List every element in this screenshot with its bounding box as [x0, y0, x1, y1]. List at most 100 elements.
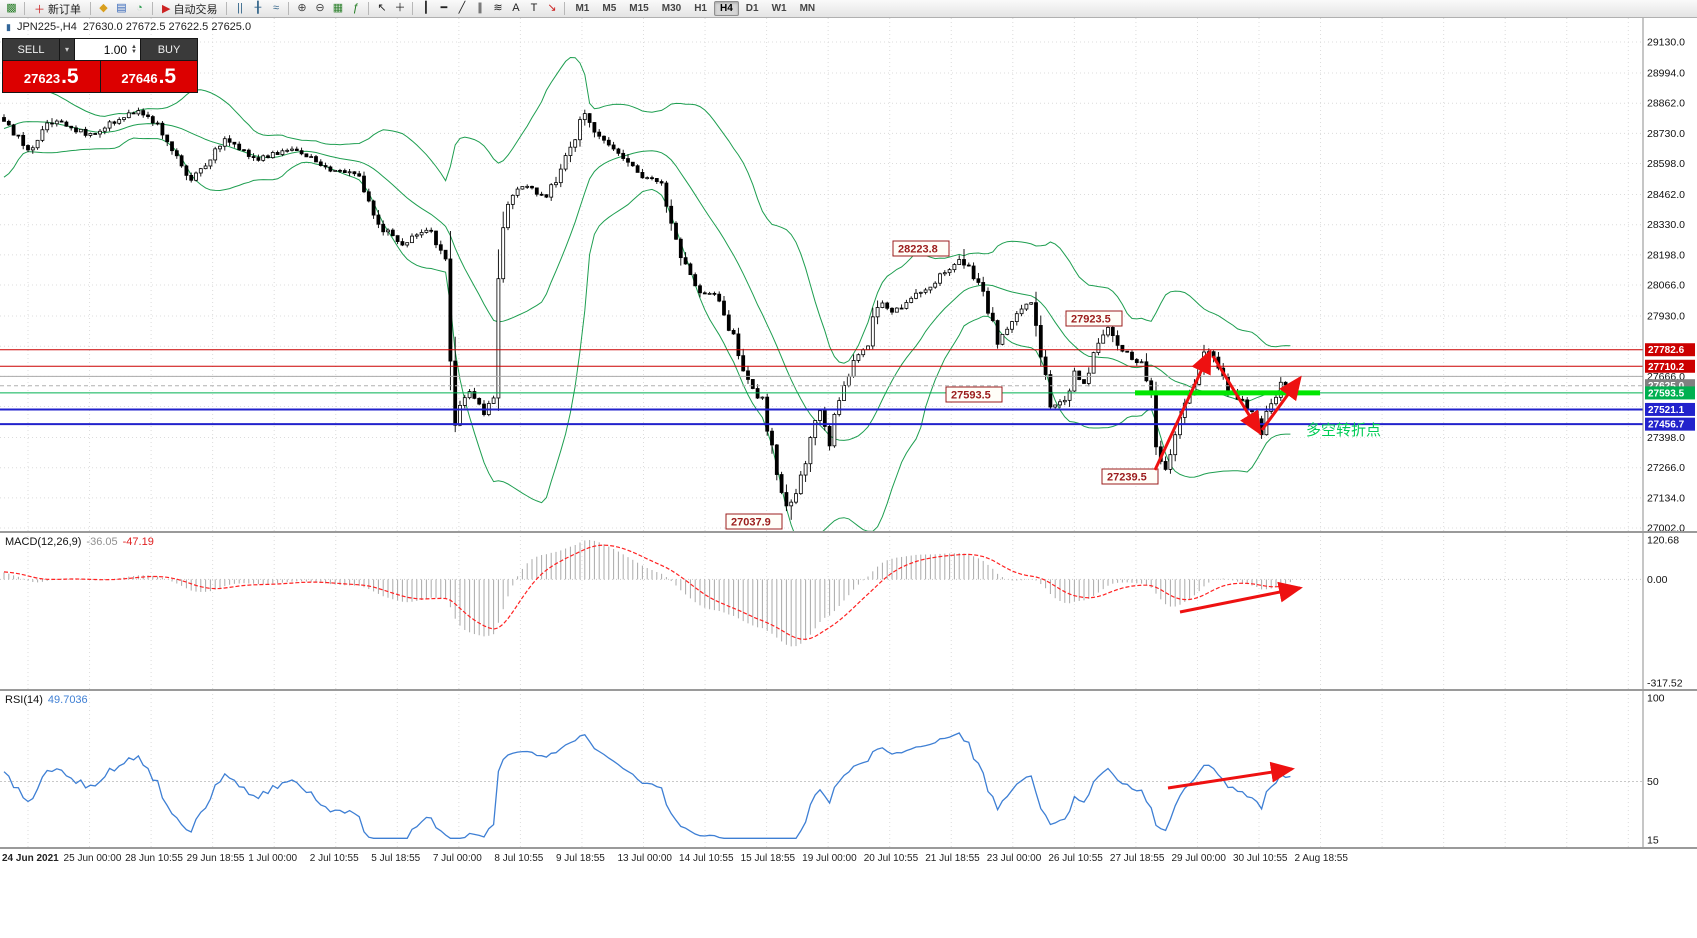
svg-text:27521.1: 27521.1 — [1648, 405, 1685, 416]
volume-value: 1.00 — [103, 42, 128, 57]
zoom-out-icon[interactable]: ⊖ — [311, 1, 328, 16]
volume-input[interactable]: 1.00 ▲ ▼ — [75, 39, 140, 60]
trendline-icon[interactable]: ╱ — [453, 1, 470, 16]
volume-down-icon[interactable]: ▼ — [131, 48, 137, 55]
crosshair-icon[interactable]: ＋ — [391, 1, 408, 16]
svg-text:27923.5: 27923.5 — [1071, 314, 1111, 326]
svg-text:27782.6: 27782.6 — [1648, 345, 1685, 356]
time-label: 26 Jul 10:55 — [1048, 853, 1103, 864]
chart-type-icon: ▮ — [6, 21, 11, 32]
svg-text:28598.0: 28598.0 — [1647, 158, 1685, 170]
time-label: 30 Jul 10:55 — [1233, 853, 1288, 864]
time-label: 9 Jul 18:55 — [555, 853, 605, 864]
channel-icon[interactable]: ∥ — [471, 1, 488, 16]
line-chart-icon[interactable]: ≈ — [267, 1, 284, 16]
zoom-in-icon[interactable]: ⊕ — [293, 1, 310, 16]
candlestick-chart-icon-glyph: ╂ — [254, 2, 262, 14]
horizontal-line-icon[interactable]: ━ — [435, 1, 452, 16]
arrows-icon[interactable]: ↘ — [543, 1, 560, 16]
timeframe-d1[interactable]: D1 — [745, 3, 759, 14]
volume-spinner[interactable]: ▲ ▼ — [131, 43, 137, 55]
toolbar-separator — [564, 2, 566, 15]
timeframe-h4[interactable]: H4 — [713, 1, 739, 16]
trend-arrows[interactable] — [1153, 349, 1302, 471]
auto-trading-button[interactable]: ▶ 自动交易 — [157, 1, 222, 16]
time-label: 5 Jul 18:55 — [371, 853, 421, 864]
time-label: 28 Jun 10:55 — [125, 853, 183, 864]
svg-text:29130.0: 29130.0 — [1647, 37, 1685, 49]
svg-text:27930.0: 27930.0 — [1647, 311, 1685, 323]
price-axis[interactable]: 29130.0 28994.0 28862.0 28730.0 28598.0 28462… — [1642, 18, 1695, 532]
timeframe-m30[interactable]: M30 — [661, 3, 682, 14]
new-order-button[interactable]: ＋新订单 — [29, 1, 86, 16]
time-label: 19 Jul 00:00 — [802, 853, 857, 864]
macd-histogram — [3, 540, 1291, 647]
timeframe-m15[interactable]: M15 — [629, 3, 649, 14]
main-chart-canvas[interactable]: 28223.8 27923.5 27593.5 27239.5 27037.9 多空转折点… — [0, 18, 1697, 532]
macd-value: -36.05 — [86, 536, 118, 548]
time-label: 29 Jul 00:00 — [1171, 853, 1226, 864]
indicators-icon[interactable]: ƒ — [347, 1, 364, 16]
time-axis[interactable]: 24 Jun 2021 25 Jun 00:00 28 Jun 10:55 29 Ju… — [0, 849, 1697, 869]
time-label: 23 Jul 00:00 — [986, 853, 1042, 864]
auto-trading-button-glyph: ▶ — [162, 3, 171, 15]
macd-panel-canvas[interactable]: 120.68 0.00 -317.52 — [0, 532, 1697, 690]
order-type-dropdown-icon[interactable]: ▾ — [60, 39, 74, 60]
toolbar-separator — [152, 2, 153, 15]
rsi-axis[interactable]: 100 50 15 — [1642, 690, 1665, 848]
svg-text:28330.0: 28330.0 — [1647, 219, 1685, 231]
time-label: 21 Jul 18:55 — [925, 853, 980, 864]
macd-axis[interactable]: 120.68 0.00 -317.52 — [1642, 532, 1683, 690]
profiles-icon[interactable]: ◆ — [95, 1, 112, 16]
timeframe-w1[interactable]: W1 — [771, 3, 787, 14]
symbol-name: JPN225-,H4 — [16, 21, 77, 33]
timeframe-m5[interactable]: M5 — [602, 3, 617, 14]
volume-up-icon[interactable]: ▲ — [131, 43, 137, 50]
horizontal-lines[interactable] — [0, 349, 1643, 426]
text-icon-glyph: A — [512, 2, 520, 14]
macd-indicator-label: MACD(12,26,9) -36.05 -47.19 — [5, 536, 159, 548]
tile-windows-icon[interactable]: ▦ — [329, 1, 346, 16]
macd-grid — [0, 532, 1643, 690]
macd-arrow[interactable] — [1179, 581, 1303, 614]
svg-text:28066.0: 28066.0 — [1647, 280, 1685, 292]
label-icon[interactable]: T — [525, 1, 542, 16]
price-callouts[interactable]: 28223.8 27923.5 27593.5 27239.5 27037.9 — [725, 240, 1159, 530]
panel-splitter-macd[interactable] — [0, 531, 1697, 533]
sell-price-button[interactable]: 27623 .5 — [3, 61, 100, 92]
bar-chart-icon[interactable]: || — [231, 1, 248, 16]
arrows-icon-glyph: ↘ — [547, 2, 557, 14]
rsi-arrow[interactable] — [1167, 761, 1295, 790]
annotation-text[interactable]: 多空转折点 — [1306, 422, 1381, 439]
timeframe-h1[interactable]: H1 — [694, 3, 707, 14]
candlestick-chart-icon[interactable]: ╂ — [249, 1, 266, 16]
fibonacci-icon[interactable]: ≋ — [489, 1, 506, 16]
svg-text:27456.7: 27456.7 — [1648, 420, 1685, 431]
profiles-icon-glyph: ◆ — [99, 2, 108, 14]
cursor-icon[interactable]: ↖ — [373, 1, 390, 16]
svg-text:28198.0: 28198.0 — [1647, 249, 1685, 261]
svg-text:27710.2: 27710.2 — [1648, 362, 1685, 373]
one-click-trading-panel: SELL ▾ 1.00 ▲ ▼ BUY 27623 .5 27646 .5 — [2, 38, 198, 93]
timeframe-m1[interactable]: M1 — [575, 3, 590, 14]
text-icon[interactable]: A — [507, 1, 524, 16]
strategy-tester-icon[interactable]: ◔ — [131, 1, 148, 16]
buy-price-main: 27646 — [121, 71, 158, 86]
vertical-line-icon[interactable]: ┃ — [417, 1, 434, 16]
buy-price-frac: .5 — [158, 65, 177, 88]
crosshair-icon-glyph: ＋ — [394, 2, 406, 14]
new-chart-icon[interactable]: ▩ — [3, 1, 20, 16]
timeframe-mn[interactable]: MN — [799, 3, 816, 14]
market-watch-icon-glyph: ▤ — [116, 2, 127, 14]
strategy-tester-icon-glyph: ◔ — [136, 2, 143, 14]
buy-button[interactable]: BUY — [141, 39, 197, 60]
panel-splitter-rsi[interactable] — [0, 689, 1697, 691]
rsi-panel-canvas[interactable]: 100 50 15 — [0, 690, 1697, 848]
line-chart-icon-glyph: ≈ — [272, 2, 279, 14]
buy-price-button[interactable]: 27646 .5 — [100, 61, 197, 92]
sell-button[interactable]: SELL — [3, 39, 59, 60]
time-label: 25 Jun 00:00 — [63, 853, 122, 864]
market-watch-icon[interactable]: ▤ — [113, 1, 130, 16]
vertical-line-icon-glyph: ┃ — [422, 2, 430, 14]
time-label: 27 Jul 18:55 — [1109, 853, 1165, 864]
